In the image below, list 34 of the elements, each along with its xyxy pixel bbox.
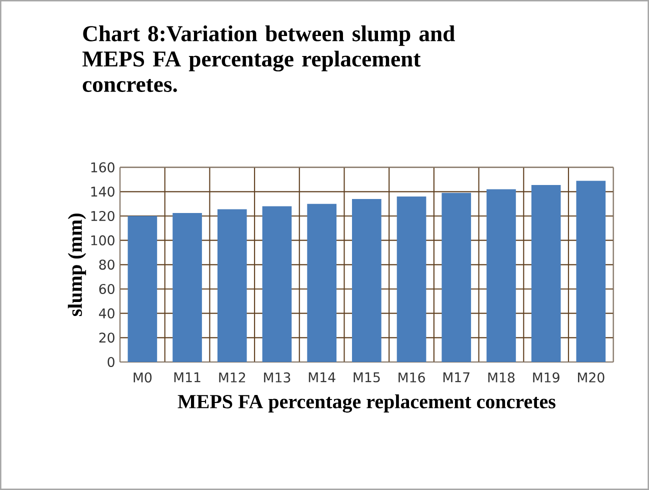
x-tick-label: M14 [308, 372, 336, 382]
y-tick-label: 20 [99, 332, 114, 343]
y-tick-label: 140 [91, 186, 114, 197]
y-tick-label: 0 [108, 356, 114, 368]
x-tick-label: M15 [354, 372, 380, 382]
y-tick-label: 100 [91, 235, 114, 246]
bar [262, 206, 292, 362]
bar [396, 196, 426, 362]
bar [352, 198, 382, 362]
x-tick-label: M16 [398, 372, 425, 382]
y-tick-label: 40 [98, 308, 114, 318]
bar [172, 212, 202, 362]
bar [486, 189, 516, 362]
x-tick-label: M18 [488, 372, 515, 382]
x-tick-label: M19 [533, 372, 560, 382]
bar [307, 204, 336, 362]
y-tick-label: 120 [91, 210, 114, 222]
bar [576, 180, 606, 362]
x-tick-label: M11 [174, 372, 200, 382]
y-tick-label: 160 [91, 162, 114, 172]
x-axis-title: MEPS FA percentage replacement concretes [178, 394, 556, 413]
x-tick-label: M13 [264, 372, 290, 382]
x-tick-label: M17 [443, 372, 470, 382]
bar [442, 192, 472, 362]
y-axis-title: slump (mm) [68, 214, 86, 316]
bar [128, 216, 158, 362]
x-tick-label: M0 [134, 372, 152, 382]
chart-title: Chart 8:Variation between slump and MEPS FA percentage replacement concretes. [82, 25, 455, 92]
y-tick-label: 60 [99, 284, 114, 294]
bar [217, 209, 247, 362]
x-tick-label: M20 [578, 372, 604, 382]
x-tick-label: M12 [219, 372, 246, 382]
bar [531, 184, 561, 362]
y-tick-label: 80 [99, 260, 114, 270]
